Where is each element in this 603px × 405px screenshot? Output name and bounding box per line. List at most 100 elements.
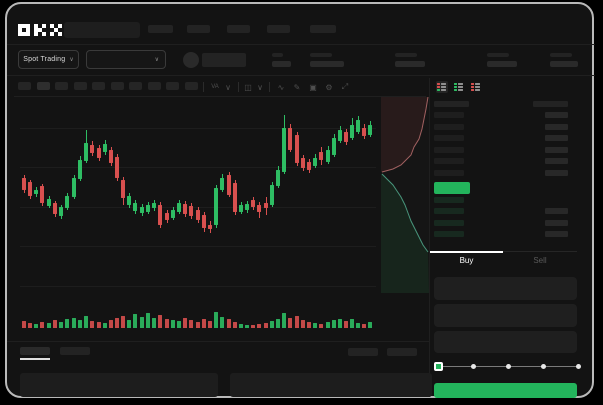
book-split-view-icon[interactable] <box>436 81 448 93</box>
candle <box>28 182 32 196</box>
price-input[interactable] <box>434 277 577 300</box>
timeframe-button[interactable] <box>18 82 31 90</box>
candlestick-chart[interactable] <box>20 100 376 332</box>
slider-step-dot[interactable] <box>505 364 511 369</box>
slider-step-dot[interactable] <box>575 364 581 369</box>
amount-input[interactable] <box>434 304 577 327</box>
candle <box>214 188 218 225</box>
orders-table-placeholder <box>230 373 432 397</box>
candle <box>189 206 193 216</box>
nav-item[interactable] <box>267 25 290 33</box>
ask-row-amount[interactable] <box>545 158 568 165</box>
bottom-action[interactable] <box>387 348 417 356</box>
market-type-label: Spot Trading <box>23 56 66 63</box>
ask-row-price[interactable] <box>434 146 464 153</box>
timeframe-button[interactable] <box>110 82 124 90</box>
bid-row-amount[interactable] <box>545 219 568 226</box>
book-asks-view-icon[interactable] <box>470 81 482 93</box>
slider-step-dot[interactable] <box>540 364 546 369</box>
line-type-icon[interactable]: ∿ <box>277 82 285 92</box>
ask-row-amount[interactable] <box>545 135 568 142</box>
ask-row-price[interactable] <box>434 112 464 118</box>
candle <box>53 203 57 214</box>
book-bids-view-icon[interactable] <box>453 81 465 93</box>
volume-bar <box>140 317 144 328</box>
volume-bar <box>301 320 305 328</box>
settings-gear-icon[interactable]: ⚙ <box>325 82 333 92</box>
timeframe-button[interactable] <box>92 82 105 90</box>
candle <box>40 186 44 203</box>
nav-item[interactable] <box>148 25 173 33</box>
candle <box>127 196 131 205</box>
candle <box>165 213 169 220</box>
candle-style-icon[interactable]: ◫ <box>244 82 252 92</box>
slider-step-dot[interactable] <box>470 364 476 369</box>
chevron-down-icon[interactable]: ∨ <box>225 82 231 92</box>
volume-bar <box>368 322 372 328</box>
bid-row-amount[interactable] <box>545 208 568 215</box>
ask-row-price[interactable] <box>434 170 464 176</box>
bottom-tab-order-history[interactable] <box>60 347 90 355</box>
slider-handle[interactable] <box>433 361 443 371</box>
tab-buy[interactable]: Buy <box>430 251 503 268</box>
volume-bar <box>34 324 38 328</box>
ask-row-price[interactable] <box>434 158 464 165</box>
timeframe-button[interactable] <box>184 82 198 90</box>
candle <box>356 120 360 132</box>
timeframe-button[interactable] <box>166 82 179 90</box>
fullscreen-expand-icon[interactable]: ⤢ <box>341 82 349 91</box>
timeframe-button[interactable] <box>147 82 161 90</box>
timeframe-button[interactable] <box>129 82 142 90</box>
nav-item[interactable] <box>227 25 250 33</box>
candle <box>220 178 224 190</box>
volume-bar <box>208 321 212 328</box>
total-input[interactable] <box>434 331 577 353</box>
ask-row-price[interactable] <box>434 135 464 142</box>
bid-row-price[interactable] <box>434 231 464 238</box>
timeframe-button[interactable] <box>36 82 50 90</box>
timeframe-button[interactable] <box>55 82 68 90</box>
ask-row-amount[interactable] <box>545 123 568 130</box>
candle <box>326 150 330 162</box>
last-price-badge[interactable] <box>434 182 470 194</box>
chevron-down-icon[interactable]: ∨ <box>257 82 263 92</box>
depth-chart <box>381 96 429 293</box>
bid-row-amount[interactable] <box>545 231 568 238</box>
gridline <box>20 167 376 168</box>
orderbook <box>430 96 590 241</box>
okx-logo[interactable] <box>18 23 62 42</box>
bid-row-price[interactable] <box>434 208 464 215</box>
bid-row-price[interactable] <box>434 197 464 203</box>
bottom-action[interactable] <box>348 348 378 356</box>
chevron-down-icon: ∨ <box>154 56 159 63</box>
bottom-tab-open-orders[interactable] <box>20 347 50 355</box>
ask-row-price[interactable] <box>434 123 464 130</box>
bid-row-price[interactable] <box>434 219 464 226</box>
volume-bar <box>332 320 336 328</box>
volume-bar <box>356 323 360 328</box>
tab-sell[interactable]: Sell <box>503 251 577 268</box>
candle <box>34 190 38 194</box>
pair-selector[interactable]: ∨ <box>86 50 166 69</box>
market-type-selector[interactable]: Spot Trading ∨ <box>18 50 79 69</box>
camera-snapshot-icon[interactable]: ▣ <box>309 82 317 92</box>
timeframe-button[interactable] <box>73 82 87 90</box>
volume-bar <box>362 324 366 328</box>
volume-bar <box>78 320 82 328</box>
ask-row-amount[interactable] <box>545 170 568 176</box>
candle <box>227 175 231 195</box>
pencil-draw-icon[interactable]: ✎ <box>293 82 301 92</box>
ask-row-amount[interactable] <box>545 146 568 153</box>
nav-item[interactable] <box>187 25 210 33</box>
indicator-va-label[interactable]: VA <box>211 84 219 90</box>
search-input[interactable] <box>64 22 140 38</box>
candle <box>171 210 175 218</box>
nav-item[interactable] <box>310 25 336 33</box>
amount-slider[interactable] <box>433 361 581 372</box>
candle <box>208 225 212 229</box>
volume-bar <box>103 323 107 328</box>
buy-submit-button[interactable] <box>434 383 577 398</box>
candle <box>183 204 187 214</box>
volume-bar <box>264 323 268 328</box>
ask-row-amount[interactable] <box>545 112 568 118</box>
